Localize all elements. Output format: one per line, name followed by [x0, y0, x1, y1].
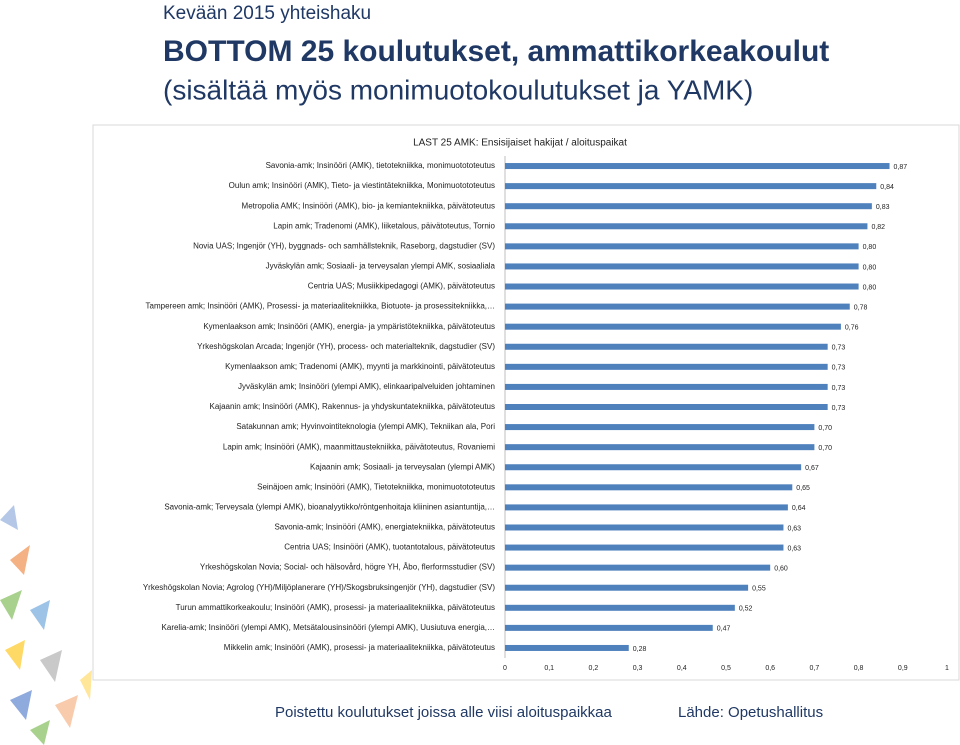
y-tick-label: Kajaanin amk; Insinööri (AMK), Rakennus-… — [210, 402, 495, 411]
value-label: 0,63 — [787, 545, 801, 552]
value-label: 0,87 — [894, 164, 908, 171]
y-tick-label: Savonia-amk; Insinööri (AMK), tietotekni… — [266, 161, 495, 170]
x-tick-label: 0,8 — [854, 665, 864, 672]
y-tick-label: Kymenlaakson amk; Insinööri (AMK), energ… — [203, 322, 495, 331]
y-tick-label: Metropolia AMK; Insinööri (AMK), bio- ja… — [242, 201, 495, 210]
bar — [505, 424, 815, 431]
y-tick-label: Savonia-amk; Insinööri (AMK), energiatek… — [274, 523, 495, 532]
y-tick-label: Jyväskylän amk; Insinööri (ylempi AMK), … — [238, 382, 495, 391]
y-tick-label: Satakunnan amk; Hyvinvointiteknologia (y… — [236, 422, 495, 431]
y-tick-label: Kajaanin amk; Sosiaali- ja terveysalan (… — [310, 462, 495, 471]
bar — [505, 484, 793, 491]
value-label: 0,64 — [792, 505, 806, 512]
bar — [505, 343, 828, 350]
bar — [505, 584, 749, 591]
y-tick-label: Centria UAS; Insinööri (AMK), tuotantota… — [284, 543, 495, 552]
y-tick-label: Lapin amk; Tradenomi (AMK), liiketalous,… — [273, 221, 495, 230]
bar — [505, 323, 841, 330]
value-label: 0,55 — [752, 586, 766, 593]
y-tick-label: Centria UAS; Musiikkipedagogi (AMK), päi… — [308, 282, 495, 291]
y-tick-label: Turun ammattikorkeakoulu; Insinööri (AMK… — [176, 603, 495, 612]
value-label: 0,80 — [863, 264, 877, 271]
y-tick-label: Yrkeshögskolan Novia; Social- och hälsov… — [200, 563, 495, 572]
source: Lähde: Opetushallitus — [678, 704, 823, 721]
y-tick-label: Karelia-amk; Insinööri (ylempi AMK), Met… — [162, 623, 495, 632]
x-tick-label: 0,1 — [544, 665, 554, 672]
x-tick-label: 0,2 — [589, 665, 599, 672]
y-tick-label: Yrkeshögskolan Arcada; Ingenjör (YH), pr… — [197, 342, 495, 351]
bar — [505, 404, 828, 410]
bar — [505, 283, 859, 290]
value-label: 0,70 — [818, 445, 832, 452]
x-tick-label: 1 — [945, 665, 949, 672]
x-tick-label: 0,9 — [898, 665, 908, 672]
bar — [505, 644, 629, 651]
y-tick-label: Savonia-amk; Terveysala (ylempi AMK), bi… — [164, 503, 495, 512]
bar — [505, 163, 890, 170]
value-label: 0,28 — [633, 646, 647, 653]
y-tick-label: Mikkelin amk; Insinööri (AMK), prosessi-… — [224, 643, 495, 652]
bar — [505, 223, 868, 230]
x-tick-label: 0 — [503, 665, 507, 672]
value-label: 0,52 — [739, 606, 753, 613]
decoration — [0, 505, 92, 745]
value-label: 0,73 — [832, 345, 846, 352]
value-label: 0,80 — [863, 244, 877, 251]
slide-title: BOTTOM 25 koulutukset, ammattikorkeakoul… — [163, 35, 829, 68]
value-label: 0,47 — [717, 626, 731, 633]
value-label: 0,70 — [818, 425, 832, 432]
x-tick-label: 0,7 — [810, 665, 820, 672]
y-tick-label: Lapin amk; Insinööri (AMK), maanmittaust… — [223, 442, 495, 451]
value-label: 0,83 — [876, 204, 890, 211]
y-tick-label: Kymenlaakson amk; Tradenomi (AMK), myynt… — [225, 362, 495, 371]
value-label: 0,73 — [832, 405, 846, 412]
bar — [505, 183, 877, 190]
value-label: 0,60 — [774, 565, 788, 572]
value-label: 0,80 — [863, 284, 877, 291]
value-label: 0,78 — [854, 304, 868, 311]
bar — [505, 624, 713, 631]
x-tick-label: 0,5 — [721, 665, 731, 672]
x-tick-label: 0,3 — [633, 665, 643, 672]
value-label: 0,84 — [880, 184, 894, 191]
note: Poistettu koulutukset joissa alle viisi … — [275, 704, 612, 721]
bar — [505, 203, 872, 210]
y-tick-label: Novia UAS; Ingenjör (YH), byggnads- och … — [193, 241, 495, 250]
value-label: 0,73 — [832, 365, 846, 372]
bar — [505, 544, 784, 551]
bar — [505, 363, 828, 370]
value-label: 0,63 — [787, 525, 801, 532]
bar — [505, 504, 788, 511]
value-label: 0,73 — [832, 385, 846, 392]
bar — [505, 303, 850, 310]
value-label: 0,76 — [845, 325, 859, 332]
bar — [505, 383, 828, 390]
bar — [505, 444, 815, 451]
y-tick-label: Yrkeshögskolan Novia; Agrolog (YH)/Miljö… — [143, 583, 495, 592]
bar — [505, 564, 771, 571]
chart-title: LAST 25 AMK: Ensisijaiset hakijat / aloi… — [413, 138, 627, 149]
kicker: Kevään 2015 yhteishaku — [163, 3, 371, 24]
value-label: 0,65 — [796, 485, 810, 492]
bar — [505, 604, 735, 611]
value-label: 0,67 — [805, 465, 819, 472]
x-tick-label: 0,4 — [677, 665, 687, 672]
bar — [505, 263, 859, 270]
y-tick-label: Jyväskylän amk; Sosiaali- ja terveysalan… — [266, 262, 496, 271]
slide-subtitle: (sisältää myös monimuotokoulutukset ja Y… — [163, 74, 753, 105]
bar — [505, 524, 784, 531]
bar — [505, 243, 859, 250]
x-tick-label: 0,6 — [765, 665, 775, 672]
y-tick-label: Oulun amk; Insinööri (AMK), Tieto- ja vi… — [229, 181, 495, 190]
bar — [505, 464, 802, 471]
y-tick-label: Seinäjoen amk; Insinööri (AMK), Tietotek… — [257, 482, 495, 491]
value-label: 0,82 — [871, 224, 885, 231]
y-tick-label: Tampereen amk; Insinööri (AMK), Prosessi… — [146, 302, 495, 311]
